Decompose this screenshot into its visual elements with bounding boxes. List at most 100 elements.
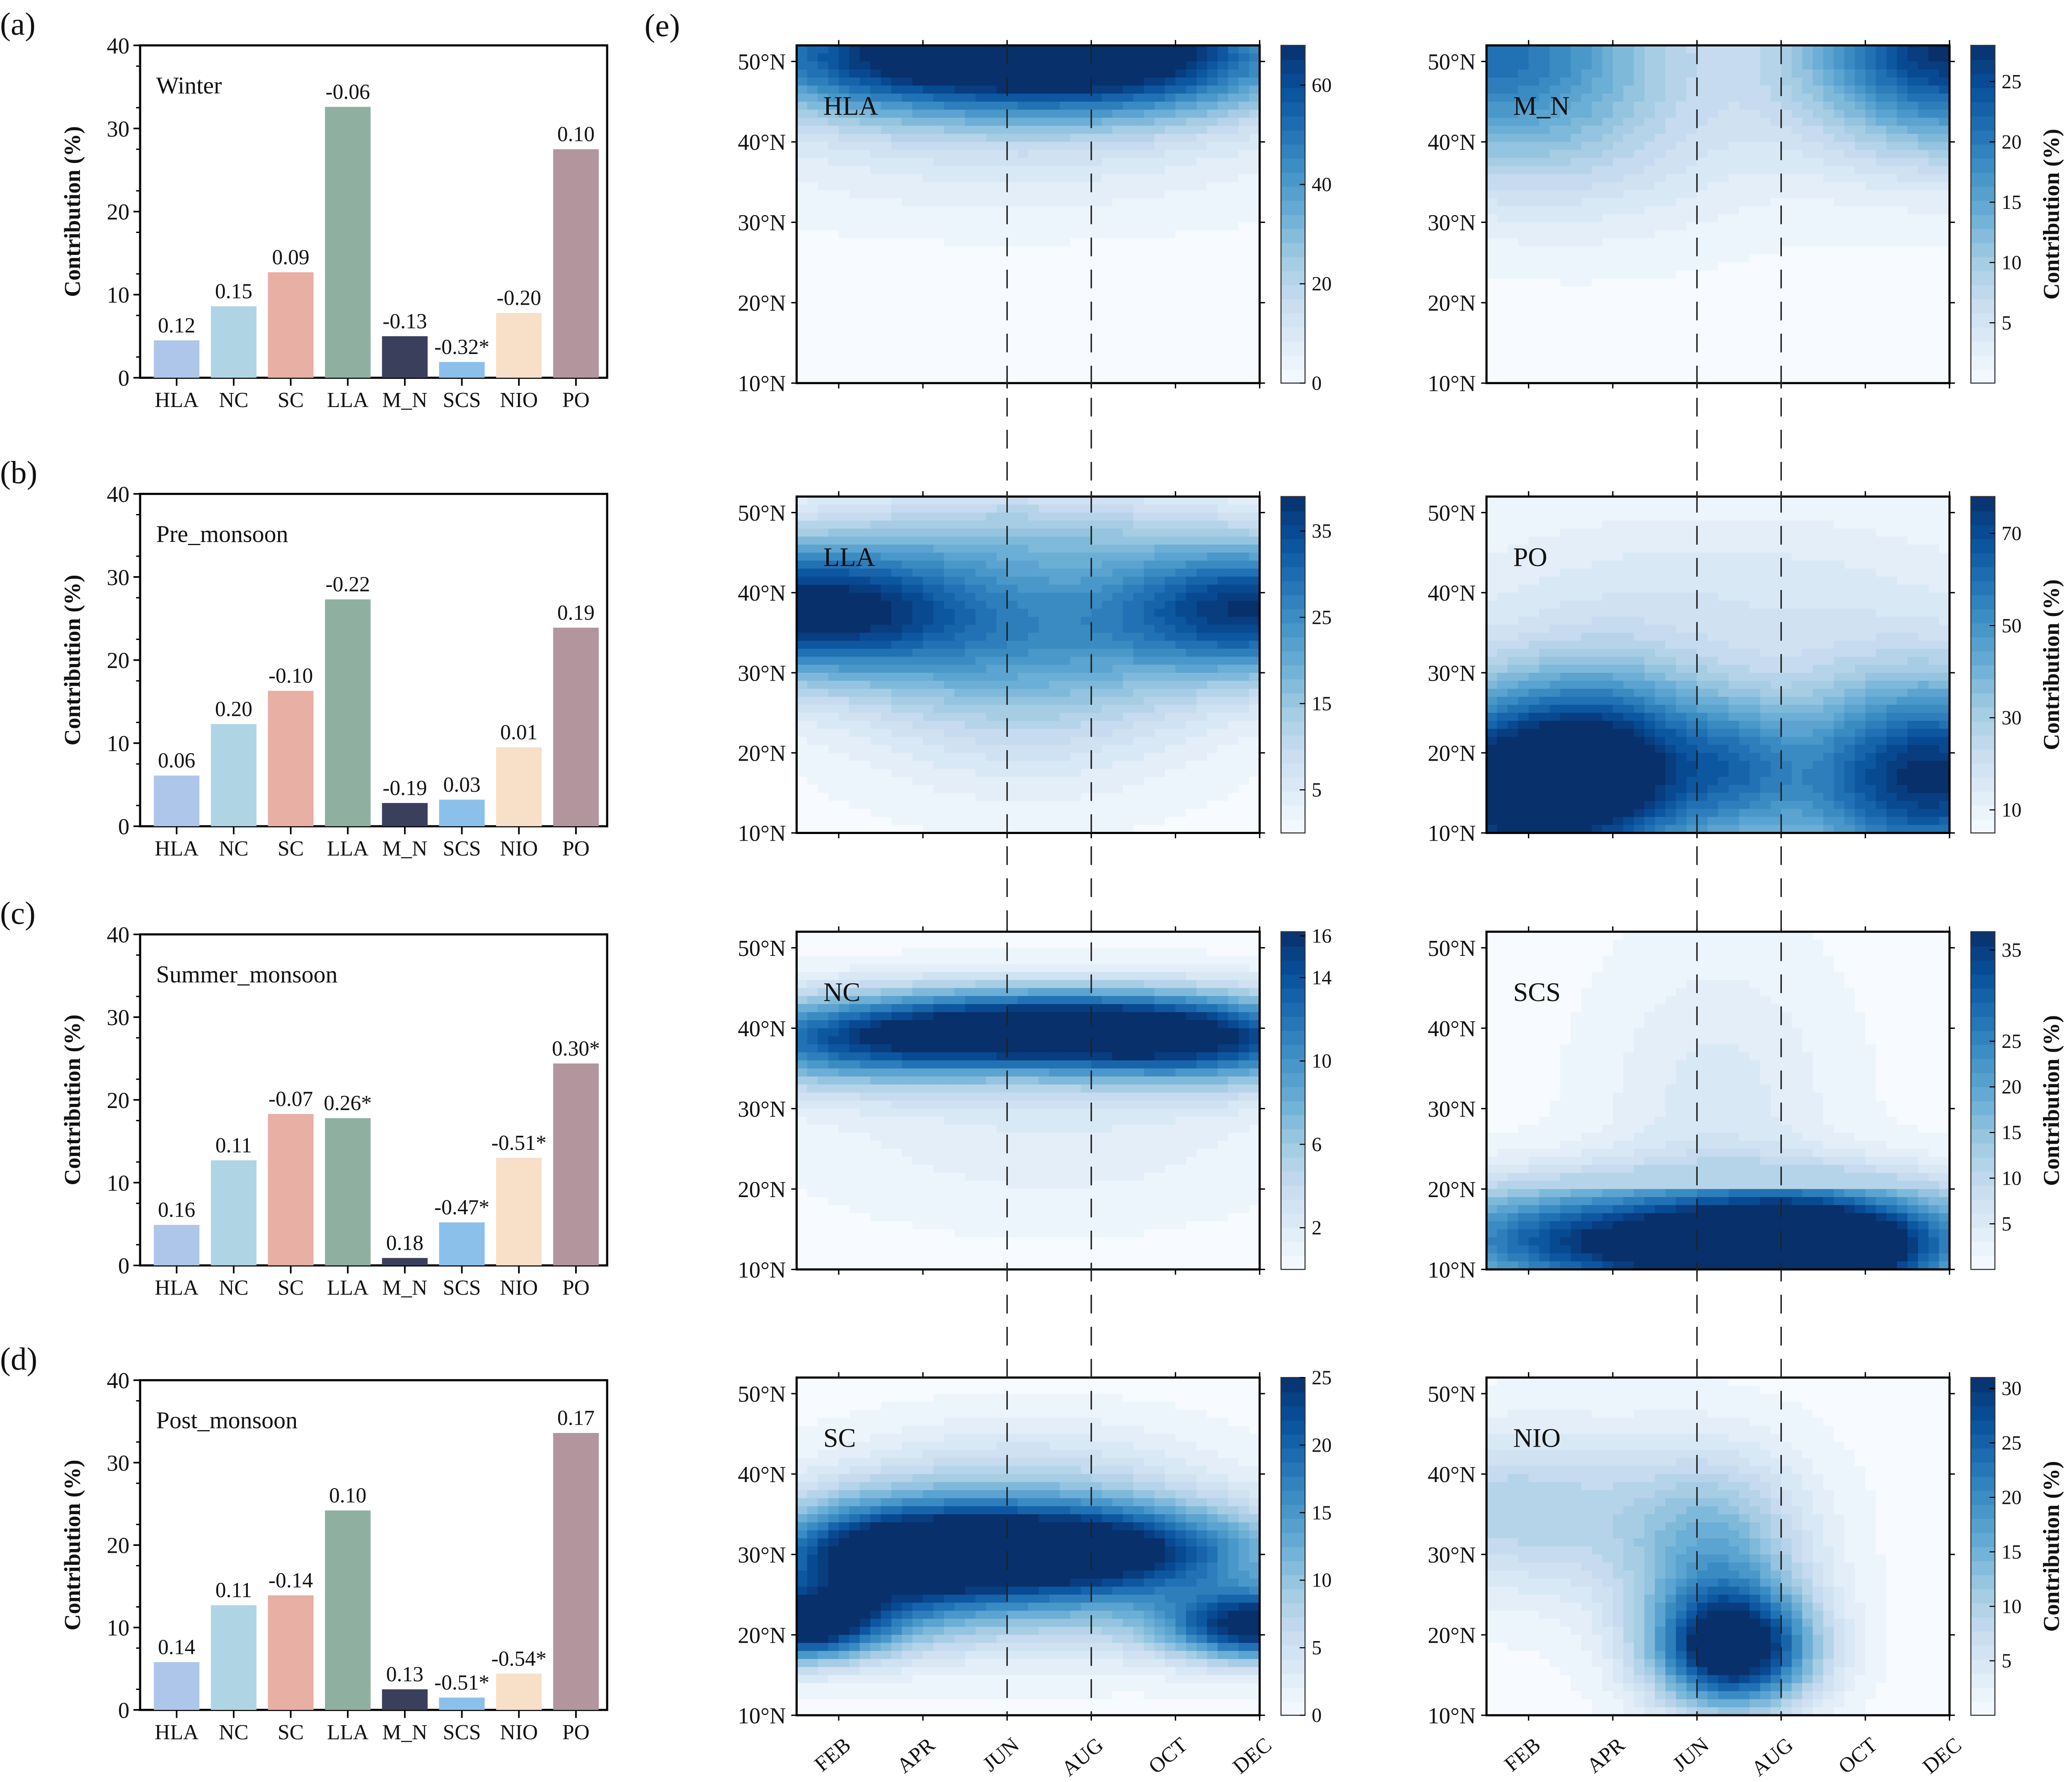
heat-cell	[997, 601, 1008, 609]
heat-cell	[923, 110, 934, 119]
heat-cell	[944, 713, 955, 722]
heat-cell	[818, 673, 829, 681]
heat-cell	[839, 295, 850, 303]
heat-cell	[965, 705, 976, 713]
heat-cell	[1781, 367, 1792, 376]
heat-cell	[1602, 359, 1613, 368]
heat-cell	[870, 809, 881, 817]
heat-cell	[954, 271, 966, 279]
heat-cell	[870, 295, 881, 303]
heat-cell	[1834, 319, 1845, 327]
heat-cell	[1802, 279, 1813, 287]
x-tick-label: NC	[219, 1721, 249, 1744]
heat-cell	[1112, 246, 1123, 255]
heat-cell	[1760, 53, 1771, 62]
heat-cell	[1560, 214, 1571, 223]
heat-cell	[1508, 327, 1519, 335]
heat-cell	[923, 174, 934, 183]
heat-cell	[881, 777, 892, 786]
heat-cell	[1792, 94, 1803, 102]
heat-cell	[1144, 53, 1155, 62]
heat-cell	[1687, 214, 1698, 223]
heat-cell	[818, 657, 829, 665]
heat-cell	[1112, 110, 1123, 119]
heat-cell	[944, 601, 955, 609]
heat-cell	[1897, 238, 1908, 247]
heat-cell	[796, 182, 808, 191]
heat-cell	[891, 327, 903, 335]
heat-cell	[1028, 617, 1039, 626]
heat-cell	[1623, 206, 1634, 215]
heat-cell	[1165, 303, 1176, 311]
heat-cell	[818, 343, 829, 352]
heat-cell	[1102, 311, 1113, 320]
heat-cell	[1539, 53, 1550, 62]
heat-cell	[1060, 94, 1071, 102]
heat-cell	[828, 617, 840, 626]
heat-cell	[1728, 343, 1740, 352]
heat-cell	[1070, 206, 1082, 215]
heat-cell	[891, 61, 903, 70]
heat-cell	[975, 545, 987, 553]
heat-cell	[1592, 206, 1603, 215]
heat-cell	[1539, 190, 1550, 199]
heat-cell	[986, 553, 997, 561]
heat-cell	[1728, 61, 1740, 70]
heat-cell	[954, 343, 966, 352]
heat-cell	[1750, 206, 1761, 215]
heat-cell	[1571, 319, 1582, 327]
heat-cell	[1239, 255, 1250, 263]
heat-cell	[1508, 319, 1519, 327]
heat-cell	[828, 134, 840, 143]
heat-cell	[1508, 53, 1519, 62]
heat-cell	[1144, 230, 1155, 239]
heat-cell	[1907, 295, 1919, 303]
heat-cell	[828, 295, 840, 303]
heat-cell	[1886, 279, 1898, 287]
heat-cell	[1834, 351, 1845, 360]
heat-cell	[986, 271, 997, 279]
heat-cell	[891, 577, 903, 585]
heat-cell	[1707, 238, 1719, 247]
heat-cell	[1602, 61, 1613, 70]
heat-cell	[1571, 198, 1582, 207]
heat-cell	[860, 513, 871, 521]
heat-cell	[1865, 142, 1876, 150]
heat-cell	[1918, 102, 1929, 110]
heat-cell	[923, 785, 934, 793]
heat-cell	[1918, 53, 1929, 62]
heat-cell	[1560, 158, 1571, 167]
heat-cell	[954, 166, 966, 175]
heat-cell	[1218, 110, 1229, 119]
heat-cell	[1771, 142, 1782, 150]
heat-cell	[807, 609, 818, 617]
heat-cell	[1518, 295, 1529, 303]
heat-cell	[1613, 271, 1624, 279]
heat-cell	[818, 279, 829, 287]
heat-cell	[1929, 134, 1940, 143]
heat-cell	[1876, 351, 1887, 360]
heat-cell	[849, 222, 860, 231]
heat-cell	[933, 729, 944, 737]
heat-cell	[870, 657, 881, 665]
heat-cell	[1834, 70, 1845, 78]
heat-cell	[1155, 255, 1166, 263]
heat-cell	[1112, 126, 1123, 134]
heat-cell	[1144, 166, 1155, 175]
heat-cell	[828, 673, 840, 681]
heat-cell	[1028, 246, 1039, 255]
heat-cell	[818, 617, 829, 626]
heat-cell	[1144, 214, 1155, 223]
bar-sc	[268, 1114, 314, 1265]
heat-cell	[954, 665, 966, 674]
heat-cell	[923, 351, 934, 360]
heat-cell	[1771, 286, 1782, 295]
heat-cell	[1028, 198, 1039, 207]
heat-cell	[1792, 303, 1803, 311]
heat-cell	[807, 721, 818, 730]
heat-cell	[1060, 150, 1071, 159]
heat-cell	[839, 817, 850, 826]
heat-cell	[891, 222, 903, 231]
colorbar-label: Contribution (%)	[2039, 129, 2064, 300]
heat-cell	[1644, 126, 1656, 134]
